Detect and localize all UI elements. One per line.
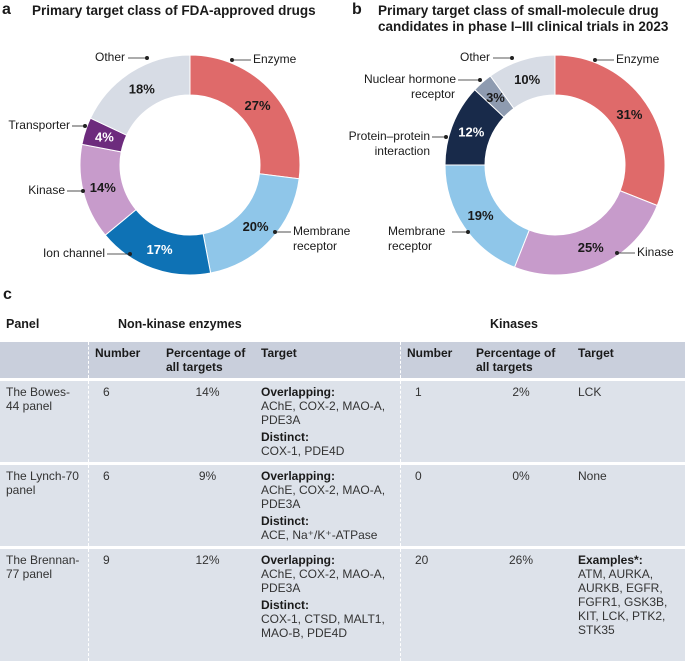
distinct-targets: COX-1, CTSD, MALT1, MAO-B, PDE4D — [261, 612, 385, 640]
overlapping-targets: AChE, COX-2, MAO-A, PDE3A — [261, 399, 386, 427]
panel-letter-c: c — [3, 286, 12, 303]
panel-table: Panel Non-kinase enzymes Kinases Number … — [0, 308, 685, 664]
slice-value-label: 20% — [243, 219, 269, 234]
slice-kinase — [513, 190, 658, 276]
panel-name: The Bowes-44 panel — [0, 381, 88, 462]
label-a-kinase: Kinase — [28, 183, 65, 197]
slice-value-label: 4% — [95, 130, 114, 145]
subheader-target: Target — [255, 342, 400, 378]
slice-value-label: 14% — [90, 180, 116, 195]
k-number: 0 — [400, 465, 470, 546]
label-a-enzyme: Enzyme — [253, 52, 297, 66]
k-percentage: 0% — [470, 465, 572, 546]
overlapping-targets: AChE, COX-2, MAO-A, PDE3A — [261, 483, 386, 511]
label-b-enzyme: Enzyme — [616, 52, 660, 66]
k-targets: None — [572, 465, 685, 546]
ne-targets: Overlapping: AChE, COX-2, MAO-A, PDE3A Dis… — [255, 381, 400, 462]
ne-number: 6 — [88, 381, 160, 462]
subheader-percentage: Percentage of all targets — [160, 342, 255, 378]
distinct-label: Distinct: — [261, 598, 309, 612]
slice-enzyme — [554, 54, 666, 207]
kinase-targets: LCK — [578, 385, 602, 399]
overlapping-label: Overlapping: — [261, 553, 336, 567]
subheader-number: Number — [400, 342, 470, 378]
slice-other — [89, 54, 191, 136]
chart-b-title-line2: candidates in phase I–III clinical trial… — [378, 19, 669, 34]
panel-name: The Brennan-77 panel — [0, 549, 88, 661]
slice-value-label: 18% — [129, 82, 155, 97]
distinct-targets: ACE, Na⁺/K⁺-ATPase — [261, 528, 378, 542]
ne-percentage: 9% — [160, 465, 255, 546]
kinase-targets: ATM, AURKA, AURKB, EGFR, FGFR1, GSK3B, K… — [578, 567, 668, 637]
label-a-transporter: Transporter — [8, 118, 70, 132]
slice-value-label: 19% — [468, 208, 494, 223]
k-number: 20 — [400, 549, 470, 661]
chart-b-title-line1: Primary target class of small-molecule d… — [378, 3, 659, 18]
label-b-other: Other — [459, 50, 490, 64]
label-b-membrane: Membrane — [388, 224, 446, 238]
label-b-nhr-2: receptor — [410, 87, 455, 101]
k-targets: LCK — [572, 381, 685, 462]
ne-number: 6 — [88, 465, 160, 546]
header-non-kinase: Non-kinase enzymes — [118, 317, 242, 331]
subheader-percentage: Percentage of all targets — [470, 342, 572, 378]
k-targets: Examples*: ATM, AURKA, AURKB, EGFR, FGFR1… — [572, 549, 685, 661]
k-percentage: 2% — [470, 381, 572, 462]
panel-name: The Lynch-70 panel — [0, 465, 88, 546]
overlapping-label: Overlapping: — [261, 385, 336, 399]
overlapping-label: Overlapping: — [261, 469, 336, 483]
subheader-target: Target — [572, 342, 685, 378]
slice-value-label: 12% — [458, 124, 484, 139]
ne-targets: Overlapping: AChE, COX-2, MAO-A, PDE3A Dis… — [255, 465, 400, 546]
donut-a: 27% 20% 17% 14% 4% 18% — [79, 54, 301, 276]
subheader-number: Number — [88, 342, 160, 378]
slice-value-label: 25% — [578, 240, 604, 255]
slice-other — [489, 54, 556, 110]
ne-percentage: 12% — [160, 549, 255, 661]
examples-label: Examples*: — [578, 553, 643, 567]
ne-percentage: 14% — [160, 381, 255, 462]
label-b-kinase: Kinase — [637, 245, 674, 259]
kinase-targets: None — [578, 469, 607, 483]
header-panel: Panel — [6, 317, 40, 331]
ne-number: 9 — [88, 549, 160, 661]
table-row: The Bowes-44 panel 6 14% Overlapping: ACh… — [0, 381, 685, 462]
chart-a-title: Primary target class of FDA-approved dru… — [32, 3, 316, 18]
label-a-receptor: receptor — [293, 239, 338, 253]
table-row: The Lynch-70 panel 6 9% Overlapping: AChE… — [0, 465, 685, 546]
distinct-label: Distinct: — [261, 514, 309, 528]
donut-charts: 27% 20% 17% 14% 4% 18% 31% 25% 19% 12% 3% 10% — [67, 54, 666, 276]
slice-value-label: 3% — [486, 90, 505, 105]
header-kinases: Kinases — [490, 317, 538, 331]
label-a-membrane: Membrane — [293, 224, 351, 238]
donut-b: 31% 25% 19% 12% 3% 10% — [444, 54, 666, 276]
label-a-other: Other — [94, 50, 125, 64]
slice-value-label: 17% — [146, 242, 172, 257]
table-row: The Brennan-77 panel 9 12% Overlapping: A… — [0, 549, 685, 661]
overlapping-targets: AChE, COX-2, MAO-A, PDE3A — [261, 567, 386, 595]
k-percentage: 26% — [470, 549, 572, 661]
ne-targets: Overlapping: AChE, COX-2, MAO-A, PDE3A Dis… — [255, 549, 400, 661]
callout-lines — [67, 56, 635, 256]
label-b-receptor: receptor — [388, 239, 433, 253]
slice-value-label: 31% — [616, 107, 642, 122]
label-a-ion-channel: Ion channel — [42, 246, 105, 260]
panel-letter-a: a — [2, 1, 11, 18]
slice-value-label: 10% — [514, 72, 540, 87]
panel-letter-b: b — [352, 1, 362, 18]
label-b-ppi-1: Protein–protein — [348, 129, 430, 143]
slice-value-label: 27% — [244, 98, 270, 113]
slice-enzyme — [189, 54, 301, 180]
k-number: 1 — [400, 381, 470, 462]
distinct-label: Distinct: — [261, 430, 309, 444]
label-b-nhr-1: Nuclear hormone — [363, 72, 456, 86]
label-b-ppi-2: interaction — [374, 144, 430, 158]
distinct-targets: COX-1, PDE4D — [261, 444, 345, 458]
